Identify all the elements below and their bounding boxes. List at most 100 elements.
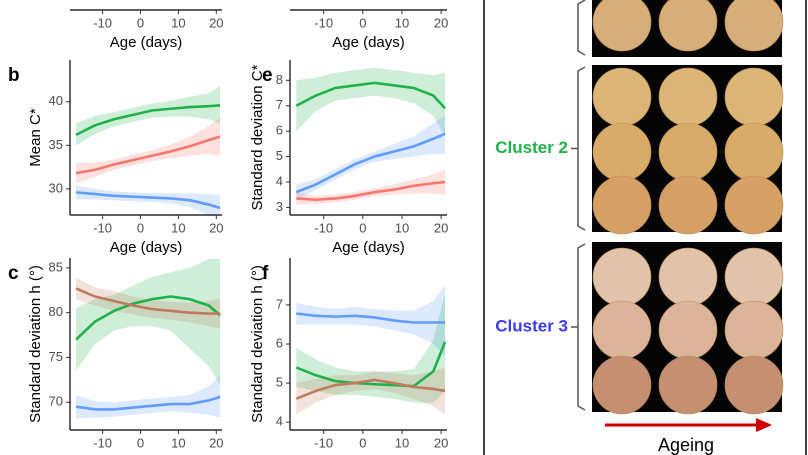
- sample-disc: [592, 122, 652, 182]
- y-axis-title: Mean C*: [27, 108, 44, 167]
- sample-disc: [592, 355, 652, 415]
- x-tick-label: -10: [93, 220, 112, 235]
- trend-line: [295, 81, 446, 110]
- y-tick-label: 7: [276, 97, 283, 112]
- x-tick-label: -10: [314, 220, 333, 235]
- y-tick-label: 80: [49, 304, 63, 319]
- bracket: [577, 0, 586, 56]
- sample-disc: [592, 300, 652, 360]
- x-tick-label: 20: [209, 15, 223, 30]
- trend-line: [75, 191, 221, 210]
- x-tick-label: 0: [137, 220, 144, 235]
- y-tick-label: 30: [49, 180, 63, 195]
- x-tick-label: -10: [93, 435, 112, 450]
- panel-letter: f: [262, 263, 269, 284]
- x-tick-label: 0: [359, 435, 366, 450]
- x-tick-label: 10: [171, 15, 185, 30]
- sample-disc: [724, 175, 784, 235]
- y-tick-label: 85: [49, 259, 63, 274]
- x-tick-label: 10: [395, 15, 409, 30]
- sample-disc: [592, 0, 652, 52]
- panel-letter: e: [262, 65, 273, 86]
- x-tick-label: 20: [209, 435, 223, 450]
- y-tick-label: 3: [276, 199, 283, 214]
- trend-line: [296, 180, 446, 202]
- confidence-band: [76, 117, 221, 184]
- cluster-label: Cluster 2: [495, 138, 568, 157]
- x-tick-label: 10: [171, 435, 185, 450]
- sample-disc: [658, 300, 718, 360]
- x-tick-label: 10: [395, 435, 409, 450]
- x-tick-label: 10: [171, 220, 185, 235]
- x-tick-label: 20: [434, 220, 448, 235]
- confidence-band: [76, 277, 221, 329]
- trend-line: [75, 103, 221, 137]
- ageing-arrowhead: [756, 418, 772, 432]
- sample-disc: [592, 67, 652, 127]
- confidence-band: [76, 375, 221, 419]
- x-tick-label: 20: [434, 435, 448, 450]
- x-tick-label: 10: [395, 220, 409, 235]
- trend-line: [296, 312, 446, 324]
- trend-line: [295, 132, 446, 194]
- y-tick-label: 4: [276, 173, 283, 188]
- y-axis-title: Standard deviation C*: [249, 64, 266, 210]
- y-tick-label: 5: [276, 148, 283, 163]
- x-tick-label: 0: [359, 220, 366, 235]
- sample-disc: [592, 247, 652, 307]
- sample-disc: [724, 0, 784, 52]
- y-tick-label: 4: [276, 414, 283, 429]
- sample-disc: [658, 122, 718, 182]
- y-tick-label: 75: [49, 349, 63, 364]
- sample-disc: [724, 300, 784, 360]
- x-axis-title: Age (days): [110, 239, 183, 256]
- x-tick-label: 20: [434, 15, 448, 30]
- sample-disc: [658, 175, 718, 235]
- y-tick-label: 35: [49, 137, 63, 152]
- panel-letter: b: [8, 65, 20, 86]
- y-tick-label: 40: [49, 93, 63, 108]
- confidence-band: [296, 169, 446, 205]
- x-tick-label: 0: [137, 15, 144, 30]
- sample-disc: [724, 67, 784, 127]
- x-tick-label: 0: [359, 15, 366, 30]
- confidence-band: [76, 86, 221, 146]
- confidence-band: [76, 258, 221, 385]
- x-tick-label: -10: [314, 15, 333, 30]
- sample-disc: [724, 247, 784, 307]
- trend-line: [75, 395, 221, 411]
- sample-disc: [658, 0, 718, 52]
- y-tick-label: 7: [276, 296, 283, 311]
- sample-disc: [724, 355, 784, 415]
- x-tick-label: 20: [209, 220, 223, 235]
- y-tick-label: 6: [276, 335, 283, 350]
- trend-line: [75, 295, 221, 341]
- y-axis-title: Standard deviation h (°): [249, 265, 266, 423]
- sample-disc: [724, 122, 784, 182]
- y-tick-label: 5: [276, 375, 283, 390]
- x-axis-title: Age (days): [110, 34, 183, 51]
- confidence-band: [296, 67, 446, 137]
- image-panel: Cluster 2 Cluster 3 Ageing: [483, 0, 807, 455]
- y-tick-label: 6: [276, 123, 283, 138]
- x-axis-title: Age (days): [110, 454, 183, 455]
- arrow-label: Ageing: [658, 435, 714, 455]
- x-tick-label: -10: [93, 15, 112, 30]
- sample-disc: [658, 247, 718, 307]
- y-tick-label: 8: [276, 72, 283, 87]
- x-axis-title: Age (days): [332, 454, 405, 455]
- sample-disc: [658, 67, 718, 127]
- confidence-band: [296, 293, 446, 403]
- cluster-label: Cluster 3: [495, 316, 568, 335]
- trend-line: [75, 135, 221, 175]
- x-tick-label: 0: [137, 435, 144, 450]
- panel-letter: c: [8, 263, 19, 284]
- confidence-band: [296, 285, 446, 356]
- trend-line: [295, 378, 446, 400]
- trend-line: [75, 287, 221, 315]
- sample-disc: [592, 175, 652, 235]
- x-axis-title: Age (days): [332, 239, 405, 256]
- sample-disc: [658, 355, 718, 415]
- confidence-band: [296, 367, 446, 415]
